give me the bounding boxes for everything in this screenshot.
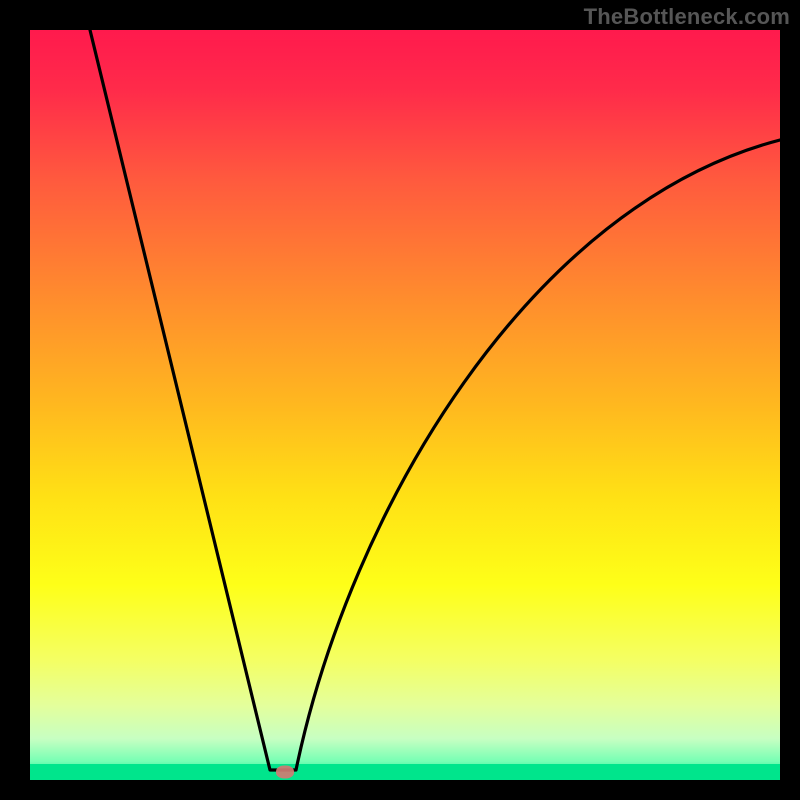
chart-frame: TheBottleneck.com bbox=[0, 0, 800, 800]
minimum-marker bbox=[276, 766, 294, 779]
watermark-text: TheBottleneck.com bbox=[584, 4, 790, 30]
plot-svg bbox=[30, 30, 780, 780]
